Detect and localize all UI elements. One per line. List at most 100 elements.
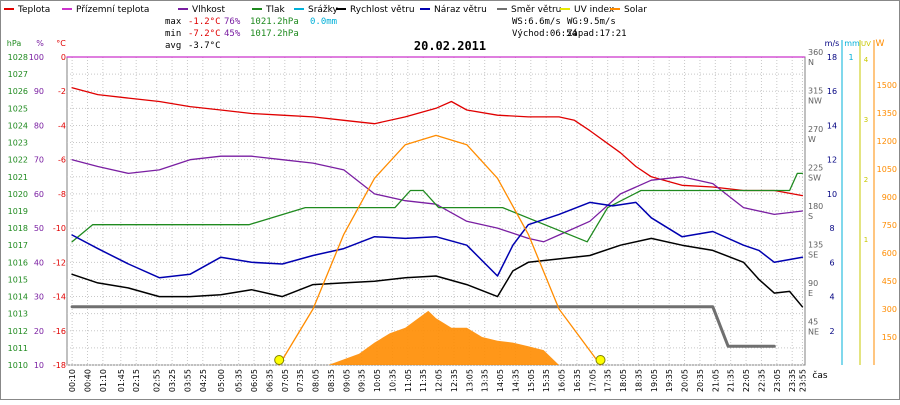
axes: 1028102710261025102410231022102110201019… (7, 39, 897, 392)
direction-tick-label: N (808, 58, 814, 67)
stats-avg-label: avg (165, 41, 181, 51)
series-solar-measured-area (328, 310, 559, 365)
hpa-tick-label: 1028 (8, 53, 28, 62)
direction-tick-label: SW (808, 174, 821, 183)
direction-tick-label: NW (808, 97, 822, 106)
uv-tick-label: 4 (864, 56, 869, 64)
stats-max-press: 1021.2hPa (250, 17, 299, 27)
hpa-tick-label: 1023 (8, 139, 28, 148)
hpa-tick-label: 1011 (8, 344, 28, 353)
direction-tick-label: 135 (808, 241, 823, 250)
direction-tick-label: NE (808, 328, 819, 337)
hpa-tick-label: 1016 (8, 258, 28, 267)
mm-tick-label: 1 (848, 53, 853, 62)
percent-tick-label: 40 (34, 258, 44, 267)
ms-tick-label: 16 (827, 87, 837, 96)
x-tick-label: 19:05 (650, 369, 659, 392)
series-naraz-vetru-line (71, 201, 804, 279)
x-tick-label: 01:45 (117, 369, 126, 392)
x-tick-label: 02:55 (153, 369, 162, 392)
hpa-tick-label: 1020 (8, 190, 28, 199)
percent-unit-label: % (36, 39, 44, 48)
x-tick-label: 09:35 (358, 369, 367, 392)
x-tick-label: 16:35 (573, 369, 582, 392)
stats: max -1.2°C 76% 1021.2hPa 0.0mm min -7.2°… (165, 17, 627, 51)
x-tick-label: 17:35 (604, 369, 613, 392)
direction-tick-label: SE (808, 251, 818, 260)
celsius-tick-label: -6 (58, 156, 66, 165)
legend: Teplota Přízemní teplota Vlhkost Tlak Srážky… (4, 5, 647, 15)
series-group (66, 56, 806, 366)
hpa-tick-label: 1025 (8, 104, 28, 113)
stats-min-press: 1017.2hPa (250, 29, 299, 39)
legend-label: Rychlost větru (350, 5, 415, 15)
celsius-tick-label: -10 (53, 224, 66, 233)
x-tick-label: 04:25 (199, 369, 208, 392)
ms-unit-label: m/s (825, 39, 840, 48)
celsius-tick-label: 0 (61, 53, 66, 62)
hpa-tick-label: 1018 (8, 224, 28, 233)
x-tick-label: 05:00 (217, 369, 226, 392)
x-tick-label: 13:05 (465, 369, 474, 392)
series-tlak-line (71, 172, 804, 243)
percent-tick-label: 80 (34, 121, 44, 130)
stats-min-hum: 45% (224, 29, 241, 39)
mm-unit-label: mm (844, 39, 860, 48)
legend-label: Náraz větru (434, 5, 487, 15)
stats-max-hum: 76% (224, 17, 241, 27)
direction-tick-label: E (808, 289, 813, 298)
x-tick-label: 15:05 (527, 369, 536, 392)
stats-max-temp: -1.2°C (188, 17, 221, 27)
x-tick-label: 05:35 (235, 369, 244, 392)
celsius-tick-label: -8 (58, 190, 66, 199)
legend-label: Vlhkost (192, 5, 225, 15)
x-tick-label: 15:35 (542, 369, 551, 392)
wm2-tick-label: 150 (882, 333, 897, 342)
x-tick-label: 11:05 (404, 369, 413, 392)
wm2-tick-label: 1500 (877, 81, 897, 90)
x-tick-label: 23:55 (798, 369, 807, 392)
direction-tick-label: 225 (808, 164, 823, 173)
percent-tick-label: 50 (34, 224, 44, 233)
wm2-tick-label: 450 (882, 277, 897, 286)
direction-tick-label: 315 (808, 87, 823, 96)
hpa-tick-label: 1024 (8, 121, 28, 130)
ms-tick-label: 18 (827, 53, 837, 62)
x-tick-label: 21:35 (727, 369, 736, 392)
x-tick-label: 21:05 (711, 369, 720, 392)
wm2-tick-label: 900 (882, 193, 897, 202)
wm2-tick-label: 300 (882, 305, 897, 314)
hpa-tick-label: 1026 (8, 87, 28, 96)
ms-tick-label: 12 (827, 156, 837, 165)
celsius-tick-label: -16 (53, 327, 66, 336)
legend-label: Tlak (265, 5, 286, 15)
sun-marker (595, 355, 606, 365)
direction-tick-label: 90 (808, 279, 818, 288)
percent-tick-label: 20 (34, 327, 44, 336)
uv-tick-label: 2 (864, 176, 868, 184)
x-tick-label: 12:05 (435, 369, 444, 392)
uv-tick-label: 1 (864, 236, 868, 244)
legend-label: UV index (574, 5, 615, 15)
ms-tick-label: 10 (827, 190, 837, 199)
x-tick-label: 07:35 (296, 369, 305, 392)
direction-tick-label: 270 (808, 125, 823, 134)
celsius-unit-label: °C (56, 39, 66, 48)
x-tick-label: 10:35 (388, 369, 397, 392)
series-vlhkost-line (71, 155, 804, 243)
hpa-tick-label: 1015 (8, 275, 28, 284)
legend-label: Srážky (308, 5, 339, 15)
uv-tick-label: 3 (864, 116, 868, 124)
x-tick-label: 22:35 (757, 369, 766, 392)
percent-tick-label: 60 (34, 190, 44, 199)
wm2-tick-label: 1350 (877, 109, 897, 118)
x-axis-label: čas (812, 370, 827, 381)
wm2-tick-label: 1200 (877, 137, 897, 146)
series-solar-line (278, 134, 602, 366)
uv-unit-label: UV (861, 40, 871, 48)
x-tick-label: 20:05 (681, 369, 690, 392)
ms-tick-label: 8 (829, 224, 834, 233)
sun-marker (274, 355, 285, 365)
